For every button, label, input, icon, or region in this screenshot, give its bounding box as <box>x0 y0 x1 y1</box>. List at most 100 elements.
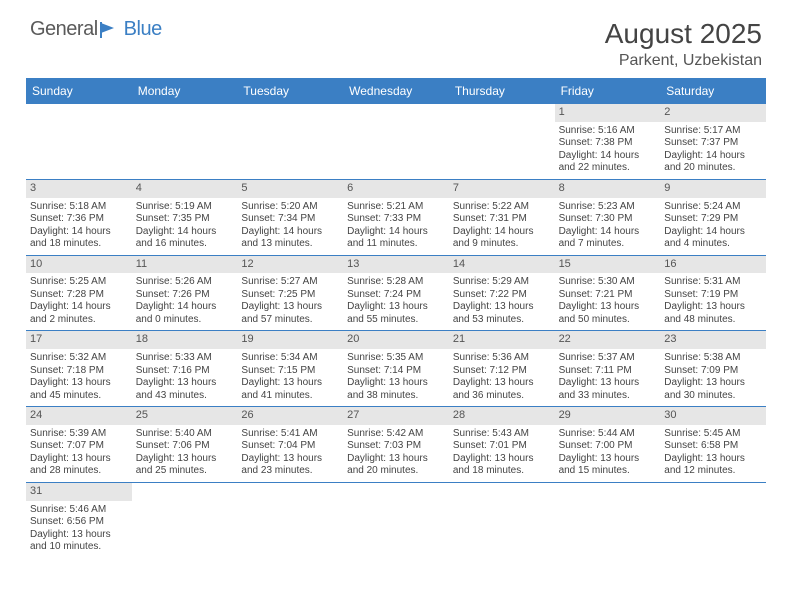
daylight-text: Daylight: 13 hours <box>453 377 551 390</box>
day-cell: 30Sunrise: 5:45 AMSunset: 6:58 PMDayligh… <box>660 407 766 482</box>
sunset-text: Sunset: 7:03 PM <box>347 440 445 453</box>
daylight-text: Daylight: 14 hours <box>136 226 234 239</box>
day-cell: 7Sunrise: 5:22 AMSunset: 7:31 PMDaylight… <box>449 180 555 255</box>
empty-cell <box>132 104 238 179</box>
flag-icon <box>100 21 122 39</box>
day-cell: 12Sunrise: 5:27 AMSunset: 7:25 PMDayligh… <box>237 256 343 331</box>
sunset-text: Sunset: 7:01 PM <box>453 440 551 453</box>
sunrise-text: Sunrise: 5:44 AM <box>559 428 657 441</box>
daylight-text: Daylight: 13 hours <box>241 301 339 314</box>
day-number: 11 <box>132 256 238 274</box>
sunset-text: Sunset: 7:18 PM <box>30 365 128 378</box>
day-number: 18 <box>132 331 238 349</box>
month-title: August 2025 <box>605 18 762 50</box>
day-number: 14 <box>449 256 555 274</box>
day-cell: 8Sunrise: 5:23 AMSunset: 7:30 PMDaylight… <box>555 180 661 255</box>
sunrise-text: Sunrise: 5:27 AM <box>241 276 339 289</box>
daylight-text: Daylight: 13 hours <box>30 377 128 390</box>
daylight-text: and 16 minutes. <box>136 238 234 251</box>
sunrise-text: Sunrise: 5:21 AM <box>347 201 445 214</box>
daylight-text: Daylight: 14 hours <box>453 226 551 239</box>
week-row: 31Sunrise: 5:46 AMSunset: 6:56 PMDayligh… <box>26 483 766 558</box>
daylight-text: Daylight: 14 hours <box>559 226 657 239</box>
week-row: 24Sunrise: 5:39 AMSunset: 7:07 PMDayligh… <box>26 407 766 483</box>
logo-text-1: General <box>30 18 98 41</box>
day-number: 5 <box>237 180 343 198</box>
daylight-text: and 45 minutes. <box>30 390 128 403</box>
day-cell: 28Sunrise: 5:43 AMSunset: 7:01 PMDayligh… <box>449 407 555 482</box>
day-cell: 13Sunrise: 5:28 AMSunset: 7:24 PMDayligh… <box>343 256 449 331</box>
daylight-text: and 15 minutes. <box>559 465 657 478</box>
week-row: 17Sunrise: 5:32 AMSunset: 7:18 PMDayligh… <box>26 331 766 407</box>
daylight-text: and 10 minutes. <box>30 541 128 554</box>
sunrise-text: Sunrise: 5:42 AM <box>347 428 445 441</box>
sunset-text: Sunset: 7:04 PM <box>241 440 339 453</box>
daylight-text: Daylight: 14 hours <box>30 226 128 239</box>
sunrise-text: Sunrise: 5:31 AM <box>664 276 762 289</box>
sunrise-text: Sunrise: 5:25 AM <box>30 276 128 289</box>
day-cell: 6Sunrise: 5:21 AMSunset: 7:33 PMDaylight… <box>343 180 449 255</box>
daylight-text: Daylight: 13 hours <box>136 453 234 466</box>
day-cell: 4Sunrise: 5:19 AMSunset: 7:35 PMDaylight… <box>132 180 238 255</box>
day-label: Sunday <box>26 78 132 104</box>
day-number: 29 <box>555 407 661 425</box>
sunset-text: Sunset: 7:29 PM <box>664 213 762 226</box>
sunrise-text: Sunrise: 5:38 AM <box>664 352 762 365</box>
sunset-text: Sunset: 7:22 PM <box>453 289 551 302</box>
sunrise-text: Sunrise: 5:32 AM <box>30 352 128 365</box>
day-cell: 24Sunrise: 5:39 AMSunset: 7:07 PMDayligh… <box>26 407 132 482</box>
daylight-text: and 0 minutes. <box>136 314 234 327</box>
week-row: 3Sunrise: 5:18 AMSunset: 7:36 PMDaylight… <box>26 180 766 256</box>
week-row: 1Sunrise: 5:16 AMSunset: 7:38 PMDaylight… <box>26 104 766 180</box>
day-number: 20 <box>343 331 449 349</box>
daylight-text: Daylight: 14 hours <box>664 226 762 239</box>
sunset-text: Sunset: 7:34 PM <box>241 213 339 226</box>
empty-cell <box>237 483 343 558</box>
daylight-text: Daylight: 13 hours <box>241 377 339 390</box>
daylight-text: and 18 minutes. <box>30 238 128 251</box>
sunset-text: Sunset: 7:14 PM <box>347 365 445 378</box>
day-label: Monday <box>132 78 238 104</box>
daylight-text: and 9 minutes. <box>453 238 551 251</box>
sunset-text: Sunset: 6:56 PM <box>30 516 128 529</box>
daylight-text: and 4 minutes. <box>664 238 762 251</box>
daylight-text: and 57 minutes. <box>241 314 339 327</box>
day-number: 31 <box>26 483 132 501</box>
day-number: 12 <box>237 256 343 274</box>
day-number: 15 <box>555 256 661 274</box>
daylight-text: Daylight: 13 hours <box>347 301 445 314</box>
sunset-text: Sunset: 7:31 PM <box>453 213 551 226</box>
sunrise-text: Sunrise: 5:33 AM <box>136 352 234 365</box>
day-cell: 27Sunrise: 5:42 AMSunset: 7:03 PMDayligh… <box>343 407 449 482</box>
empty-cell <box>343 104 449 179</box>
day-cell: 21Sunrise: 5:36 AMSunset: 7:12 PMDayligh… <box>449 331 555 406</box>
sunrise-text: Sunrise: 5:34 AM <box>241 352 339 365</box>
sunrise-text: Sunrise: 5:40 AM <box>136 428 234 441</box>
sunset-text: Sunset: 7:28 PM <box>30 289 128 302</box>
sunset-text: Sunset: 7:19 PM <box>664 289 762 302</box>
day-cell: 23Sunrise: 5:38 AMSunset: 7:09 PMDayligh… <box>660 331 766 406</box>
day-header-row: Sunday Monday Tuesday Wednesday Thursday… <box>26 78 766 104</box>
daylight-text: Daylight: 13 hours <box>559 453 657 466</box>
sunrise-text: Sunrise: 5:17 AM <box>664 125 762 138</box>
sunrise-text: Sunrise: 5:19 AM <box>136 201 234 214</box>
daylight-text: Daylight: 14 hours <box>136 301 234 314</box>
daylight-text: Daylight: 14 hours <box>347 226 445 239</box>
sunset-text: Sunset: 7:26 PM <box>136 289 234 302</box>
logo: General Blue <box>30 18 162 41</box>
sunrise-text: Sunrise: 5:35 AM <box>347 352 445 365</box>
sunset-text: Sunset: 6:58 PM <box>664 440 762 453</box>
sunset-text: Sunset: 7:30 PM <box>559 213 657 226</box>
week-row: 10Sunrise: 5:25 AMSunset: 7:28 PMDayligh… <box>26 256 766 332</box>
day-cell: 22Sunrise: 5:37 AMSunset: 7:11 PMDayligh… <box>555 331 661 406</box>
empty-cell <box>343 483 449 558</box>
daylight-text: and 2 minutes. <box>30 314 128 327</box>
day-number: 1 <box>555 104 661 122</box>
day-number: 13 <box>343 256 449 274</box>
day-number: 22 <box>555 331 661 349</box>
day-cell: 19Sunrise: 5:34 AMSunset: 7:15 PMDayligh… <box>237 331 343 406</box>
daylight-text: Daylight: 13 hours <box>664 377 762 390</box>
day-number: 9 <box>660 180 766 198</box>
day-number: 3 <box>26 180 132 198</box>
day-label: Thursday <box>449 78 555 104</box>
